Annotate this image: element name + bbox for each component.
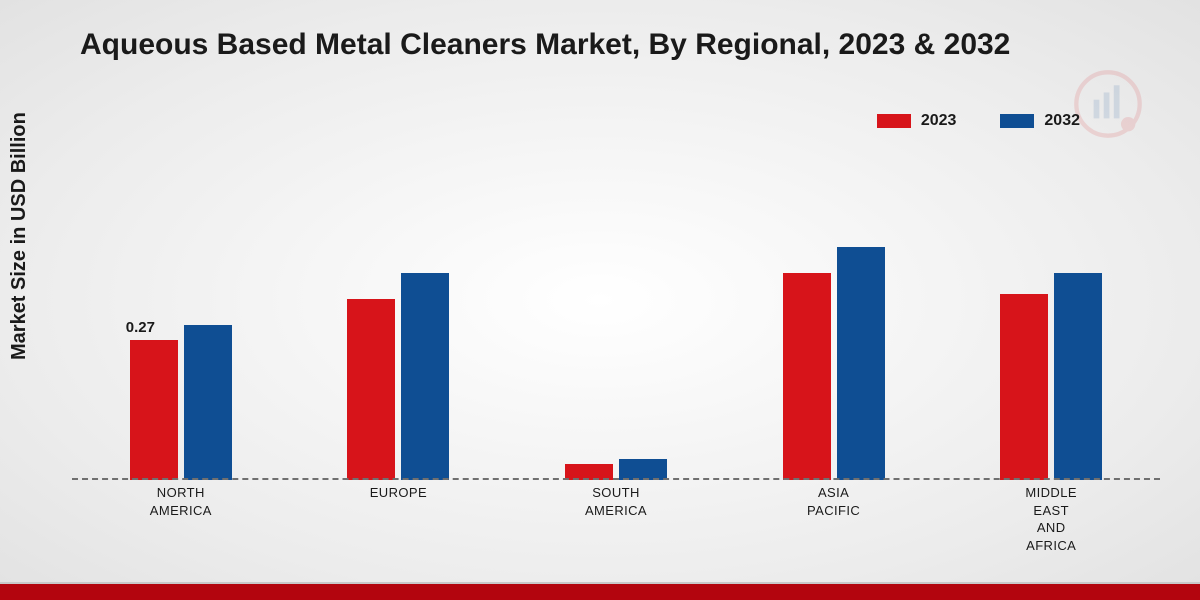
x-label-north-america: NORTHAMERICA [116, 484, 246, 576]
bar-group-north-america: 0.27 [130, 325, 232, 480]
baseline [72, 478, 1160, 480]
bar-2023 [347, 299, 395, 480]
bar-2023 [130, 340, 178, 480]
legend-label-2032: 2032 [1044, 112, 1080, 130]
bar-groups: 0.27 [72, 170, 1160, 480]
bar-group-europe [347, 273, 449, 480]
legend-item-2032: 2032 [1000, 112, 1080, 130]
legend-swatch-2032 [1000, 114, 1034, 128]
legend-label-2023: 2023 [921, 112, 957, 130]
legend-item-2023: 2023 [877, 112, 957, 130]
x-axis: NORTHAMERICA EUROPE SOUTHAMERICA ASIAPAC… [72, 484, 1160, 576]
bar-group-asia-pacific [783, 247, 885, 480]
bar-2023 [783, 273, 831, 480]
legend: 2023 2032 [877, 112, 1080, 130]
bar-2032 [619, 459, 667, 480]
legend-swatch-2023 [877, 114, 911, 128]
bar-2032 [401, 273, 449, 480]
footer-bar [0, 584, 1200, 600]
bar-group-mea [1000, 273, 1102, 480]
chart-plot-area: 0.27 [72, 170, 1160, 480]
bar-2032 [1054, 273, 1102, 480]
watermark-icon [1072, 68, 1144, 140]
bar-2023 [1000, 294, 1048, 480]
x-label-mea: MIDDLEEASTANDAFRICA [986, 484, 1116, 576]
x-label-asia-pacific: ASIAPACIFIC [769, 484, 899, 576]
page-title: Aqueous Based Metal Cleaners Market, By … [80, 28, 1010, 62]
value-label: 0.27 [126, 319, 155, 336]
y-axis-label: Market Size in USD Billion [8, 112, 31, 360]
bar-2032 [184, 325, 232, 480]
x-label-europe: EUROPE [333, 484, 463, 576]
bar-group-south-america [565, 459, 667, 480]
x-label-south-america: SOUTHAMERICA [551, 484, 681, 576]
bar-2032 [837, 247, 885, 480]
